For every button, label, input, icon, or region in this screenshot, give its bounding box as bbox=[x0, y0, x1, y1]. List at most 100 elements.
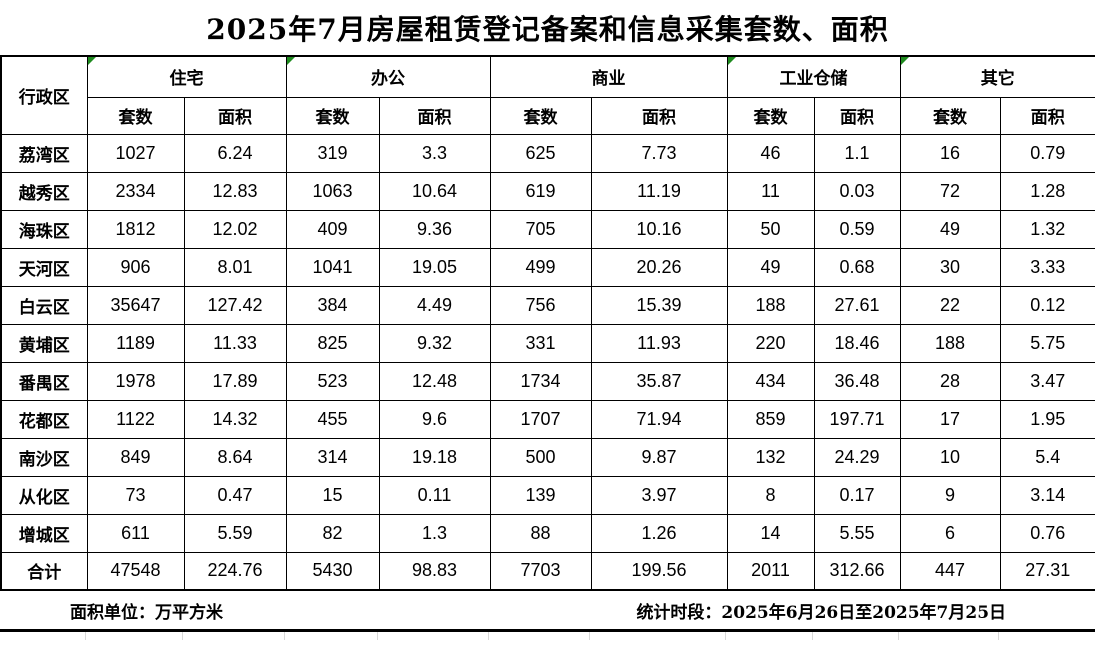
table-row: 南沙区 849 8.64 314 19.18 500 9.87 132 24.29 10 5.4 bbox=[0, 437, 1095, 477]
value-cell: 0.17 bbox=[813, 475, 901, 515]
value-cell: 5430 bbox=[285, 551, 380, 591]
table-row: 增城区 611 5.59 82 1.3 88 1.26 14 5.55 6 0.76 bbox=[0, 513, 1095, 553]
value-cell: 1812 bbox=[86, 209, 185, 249]
value-cell: 5.4 bbox=[999, 437, 1095, 477]
value-cell: 139 bbox=[489, 475, 592, 515]
district-cell: 增城区 bbox=[0, 513, 88, 553]
value-cell: 3.33 bbox=[999, 247, 1095, 287]
table-row: 黄埔区 1189 11.33 825 9.32 331 11.93 220 18.46 188 5.… bbox=[0, 323, 1095, 363]
value-cell: 188 bbox=[726, 285, 815, 325]
total-row: 合计 47548 224.76 5430 98.83 7703 199.56 2011 312.… bbox=[0, 551, 1095, 591]
subheader-area: 面积 bbox=[999, 96, 1095, 135]
value-cell: 384 bbox=[285, 285, 380, 325]
value-cell: 88 bbox=[489, 513, 592, 553]
value-cell: 9.36 bbox=[378, 209, 491, 249]
value-cell: 24.29 bbox=[813, 437, 901, 477]
value-cell: 82 bbox=[285, 513, 380, 553]
value-cell: 11.33 bbox=[183, 323, 287, 363]
value-cell: 1734 bbox=[489, 361, 592, 401]
value-cell: 0.47 bbox=[183, 475, 287, 515]
column-group-header: 工业仓储 bbox=[726, 55, 901, 98]
value-cell: 15.39 bbox=[590, 285, 728, 325]
gridline-cell bbox=[86, 632, 183, 640]
table-row: 花都区 1122 14.32 455 9.6 1707 71.94 859 197.71 17 1.… bbox=[0, 399, 1095, 439]
district-cell: 合计 bbox=[0, 551, 88, 591]
gridline-cell bbox=[285, 632, 378, 640]
value-cell: 1.3 bbox=[378, 513, 491, 553]
value-cell: 50 bbox=[726, 209, 815, 249]
value-cell: 3.3 bbox=[378, 133, 491, 173]
value-cell: 11.93 bbox=[590, 323, 728, 363]
value-cell: 312.66 bbox=[813, 551, 901, 591]
value-cell: 27.31 bbox=[999, 551, 1095, 591]
column-group-header: 住宅 bbox=[86, 55, 287, 98]
gridline-cell bbox=[999, 632, 1095, 640]
subheader-units: 套数 bbox=[726, 96, 815, 135]
value-cell: 3.97 bbox=[590, 475, 728, 515]
value-cell: 220 bbox=[726, 323, 815, 363]
value-cell: 49 bbox=[899, 209, 1001, 249]
value-cell: 611 bbox=[86, 513, 185, 553]
value-cell: 455 bbox=[285, 399, 380, 439]
value-cell: 20.26 bbox=[590, 247, 728, 287]
value-cell: 1027 bbox=[86, 133, 185, 173]
value-cell: 9.6 bbox=[378, 399, 491, 439]
value-cell: 30 bbox=[899, 247, 1001, 287]
subheader-units: 套数 bbox=[285, 96, 380, 135]
value-cell: 15 bbox=[285, 475, 380, 515]
value-cell: 1.95 bbox=[999, 399, 1095, 439]
table-row: 番禺区 1978 17.89 523 12.48 1734 35.87 434 36.48 28 3… bbox=[0, 361, 1095, 401]
value-cell: 1122 bbox=[86, 399, 185, 439]
value-cell: 46 bbox=[726, 133, 815, 173]
value-cell: 314 bbox=[285, 437, 380, 477]
value-cell: 12.83 bbox=[183, 171, 287, 211]
value-cell: 10 bbox=[899, 437, 1001, 477]
corner-header: 行政区 bbox=[0, 55, 88, 135]
value-cell: 11 bbox=[726, 171, 815, 211]
footer-area-unit: 面积单位：万平方米 bbox=[70, 602, 223, 623]
value-cell: 0.03 bbox=[813, 171, 901, 211]
value-cell: 523 bbox=[285, 361, 380, 401]
subheader-area: 面积 bbox=[590, 96, 728, 135]
value-cell: 1978 bbox=[86, 361, 185, 401]
table-row: 海珠区 1812 12.02 409 9.36 705 10.16 50 0.59 49 1.32 bbox=[0, 209, 1095, 249]
value-cell: 1.32 bbox=[999, 209, 1095, 249]
value-cell: 35.87 bbox=[590, 361, 728, 401]
value-cell: 1707 bbox=[489, 399, 592, 439]
value-cell: 14.32 bbox=[183, 399, 287, 439]
value-cell: 5.75 bbox=[999, 323, 1095, 363]
value-cell: 906 bbox=[86, 247, 185, 287]
value-cell: 825 bbox=[285, 323, 380, 363]
district-cell: 白云区 bbox=[0, 285, 88, 325]
value-cell: 73 bbox=[86, 475, 185, 515]
value-cell: 5.59 bbox=[183, 513, 287, 553]
column-group-header: 其它 bbox=[899, 55, 1095, 98]
value-cell: 224.76 bbox=[183, 551, 287, 591]
value-cell: 9.87 bbox=[590, 437, 728, 477]
value-cell: 16 bbox=[899, 133, 1001, 173]
value-cell: 619 bbox=[489, 171, 592, 211]
value-cell: 28 bbox=[899, 361, 1001, 401]
footer-period: 统计时段：2025年6月26日至2025年7月25日 bbox=[636, 602, 1007, 623]
value-cell: 756 bbox=[489, 285, 592, 325]
district-cell: 从化区 bbox=[0, 475, 88, 515]
value-cell: 5.55 bbox=[813, 513, 901, 553]
table-row: 荔湾区 1027 6.24 319 3.3 625 7.73 46 1.1 16 0.79 bbox=[0, 133, 1095, 173]
comment-flag-icon bbox=[728, 57, 736, 65]
value-cell: 409 bbox=[285, 209, 380, 249]
footer-row: 面积单位：万平方米 统计时段：2025年6月26日至2025年7月25日 bbox=[0, 591, 1095, 632]
value-cell: 6 bbox=[899, 513, 1001, 553]
value-cell: 0.76 bbox=[999, 513, 1095, 553]
value-cell: 197.71 bbox=[813, 399, 901, 439]
value-cell: 132 bbox=[726, 437, 815, 477]
value-cell: 1.26 bbox=[590, 513, 728, 553]
subheader-area: 面积 bbox=[813, 96, 901, 135]
value-cell: 18.46 bbox=[813, 323, 901, 363]
value-cell: 3.14 bbox=[999, 475, 1095, 515]
value-cell: 849 bbox=[86, 437, 185, 477]
value-cell: 0.59 bbox=[813, 209, 901, 249]
value-cell: 434 bbox=[726, 361, 815, 401]
value-cell: 8 bbox=[726, 475, 815, 515]
column-group-header: 商业 bbox=[489, 55, 728, 98]
value-cell: 2334 bbox=[86, 171, 185, 211]
